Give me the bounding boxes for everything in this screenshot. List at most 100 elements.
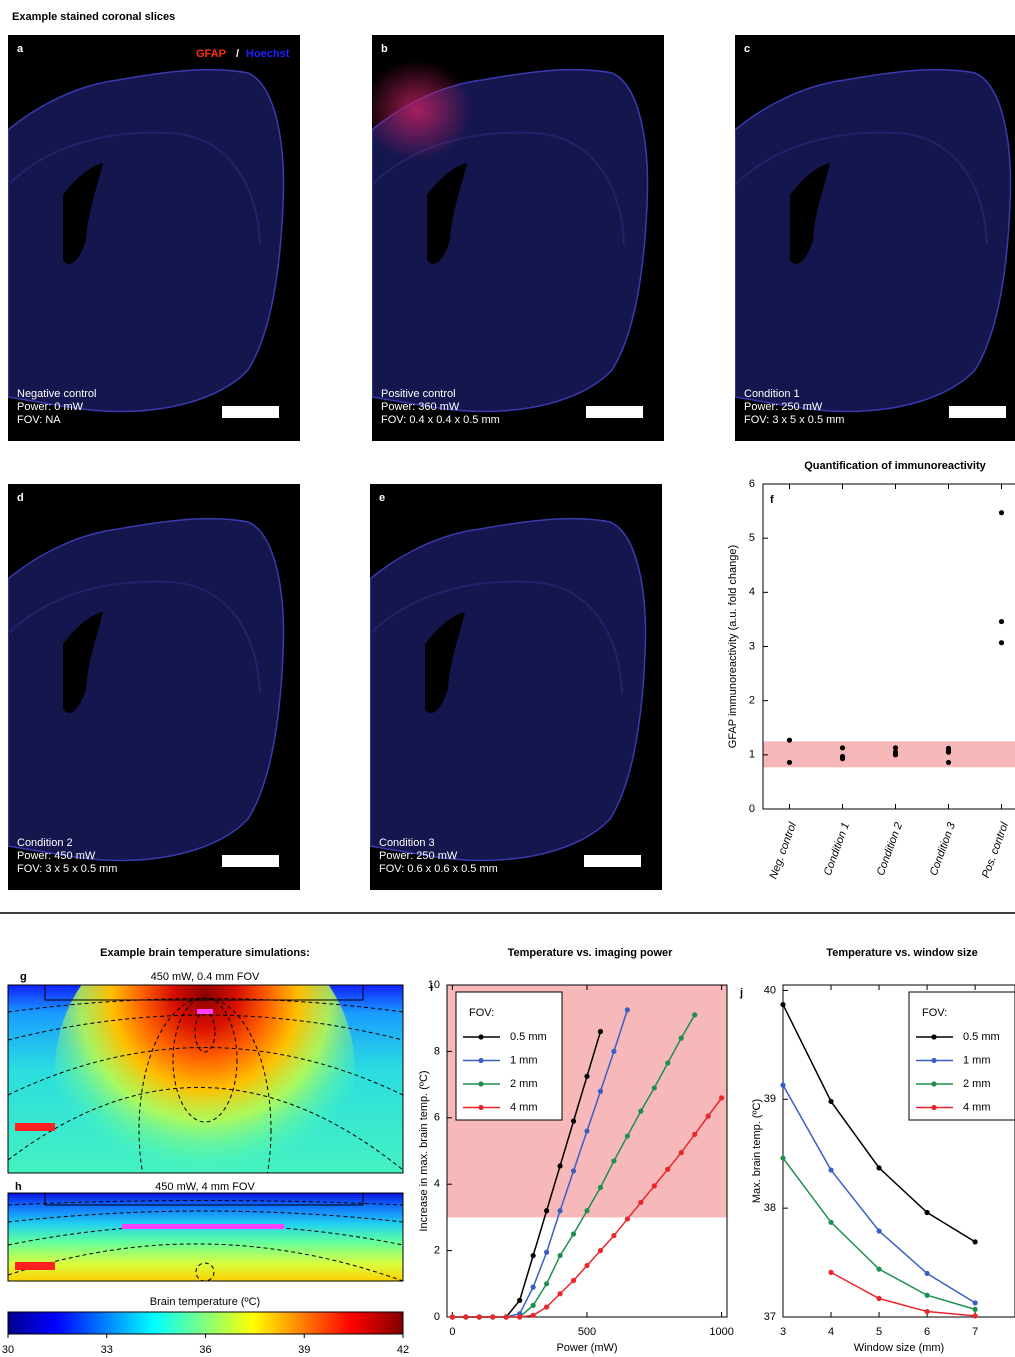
data-point — [584, 1208, 589, 1213]
slice-caption: Negative control — [17, 388, 97, 400]
data-point — [544, 1250, 549, 1255]
data-point — [973, 1239, 978, 1244]
data-point — [531, 1303, 536, 1308]
data-point — [598, 1185, 603, 1190]
slice-image — [362, 35, 664, 441]
data-point — [598, 1089, 603, 1094]
data-point — [973, 1313, 978, 1318]
colorbar-tick-label: 33 — [101, 1344, 113, 1356]
slice-caption: Condition 3 — [379, 837, 435, 849]
legend-label: 4 mm — [963, 1101, 991, 1113]
slice-image — [370, 484, 662, 890]
data-point — [557, 1208, 562, 1213]
brain-section — [8, 70, 284, 412]
data-point — [876, 1228, 881, 1233]
data-point — [665, 1167, 670, 1172]
legend-label: 4 mm — [510, 1101, 538, 1113]
legend-marker — [478, 1105, 483, 1110]
legend-marker — [478, 1081, 483, 1086]
data-point — [450, 1314, 455, 1319]
data-point — [584, 1074, 589, 1079]
slice-image — [8, 35, 300, 441]
chart-title: Temperature vs. window size — [826, 947, 977, 959]
data-point — [477, 1314, 482, 1319]
x-tick-label: 3 — [780, 1326, 786, 1338]
scale-bar — [949, 406, 1006, 418]
data-point — [611, 1233, 616, 1238]
data-point — [780, 1083, 785, 1088]
y-tick-label: 8 — [434, 1045, 440, 1057]
x-tick-label: 7 — [972, 1326, 978, 1338]
data-point — [692, 1132, 697, 1137]
data-point — [638, 1200, 643, 1205]
data-point — [571, 1278, 576, 1283]
y-tick-label: 37 — [764, 1311, 776, 1323]
legend-marker — [931, 1105, 936, 1110]
panel-letter: d — [17, 492, 24, 504]
data-point — [557, 1291, 562, 1296]
data-point — [531, 1285, 536, 1290]
data-point — [679, 1036, 684, 1041]
legend-label: 2 mm — [963, 1078, 991, 1090]
data-point — [999, 619, 1004, 624]
slice-panel: bPositive controlPower: 360 mWFOV: 0.4 x… — [362, 35, 664, 441]
data-point — [611, 1049, 616, 1054]
y-tick-label: 0 — [434, 1311, 440, 1323]
brain-section — [735, 70, 1011, 412]
y-tick-label: 39 — [764, 1093, 776, 1105]
x-tick-label: 4 — [828, 1326, 834, 1338]
y-tick-label: 0 — [749, 803, 755, 815]
x-tick-label: 6 — [924, 1326, 930, 1338]
x-tick-label: Neg. control — [767, 820, 799, 880]
panel-letter: a — [17, 43, 24, 55]
panel-letter: j — [739, 987, 743, 999]
data-point — [625, 1133, 630, 1138]
data-point — [924, 1293, 929, 1298]
y-tick-label: 2 — [749, 695, 755, 707]
data-point — [787, 738, 792, 743]
panel-letter: b — [381, 43, 388, 55]
data-point — [504, 1314, 509, 1319]
slice-caption: FOV: NA — [17, 414, 61, 426]
slice-caption: FOV: 0.4 x 0.4 x 0.5 mm — [381, 414, 500, 426]
scale-bar — [586, 406, 643, 418]
data-point — [924, 1271, 929, 1276]
scale-bar — [222, 406, 279, 418]
x-tick-label: Condition 2 — [875, 821, 905, 877]
slice-caption: Power: 360 mW — [381, 401, 460, 413]
x-tick-label: Condition 3 — [928, 820, 959, 877]
brain-section — [370, 519, 646, 861]
colorbar-tick-label: 36 — [199, 1344, 211, 1356]
data-point — [544, 1281, 549, 1286]
stain-legend: / — [236, 48, 239, 60]
data-point — [999, 510, 1004, 515]
data-point — [531, 1253, 536, 1258]
panel-letter: i — [430, 982, 433, 994]
legend-marker — [931, 1081, 936, 1086]
data-point — [557, 1163, 562, 1168]
data-point — [557, 1253, 562, 1258]
slice-caption: Condition 1 — [744, 388, 800, 400]
data-point — [598, 1248, 603, 1253]
slice-caption: Power: 450 mW — [17, 850, 96, 862]
slice-caption: Power: 250 mW — [744, 401, 823, 413]
legend-label: 0.5 mm — [510, 1031, 547, 1043]
data-point — [876, 1165, 881, 1170]
data-point — [679, 1150, 684, 1155]
figure: Example stained coronal slices Example b… — [0, 0, 1015, 1357]
data-point — [946, 760, 951, 765]
slice-image — [8, 484, 300, 890]
legend-marker — [478, 1058, 483, 1063]
slice-caption: FOV: 3 x 5 x 0.5 mm — [17, 863, 117, 875]
slice-caption: FOV: 0.6 x 0.6 x 0.5 mm — [379, 863, 498, 875]
x-axis-label: Power (mW) — [556, 1342, 617, 1354]
y-tick-label: 1 — [749, 749, 755, 761]
y-tick-label: 38 — [764, 1202, 776, 1214]
data-point — [946, 750, 951, 755]
data-point — [787, 760, 792, 765]
data-point — [531, 1313, 536, 1318]
data-point — [876, 1296, 881, 1301]
slice-caption: Condition 2 — [17, 837, 73, 849]
data-point — [584, 1128, 589, 1133]
